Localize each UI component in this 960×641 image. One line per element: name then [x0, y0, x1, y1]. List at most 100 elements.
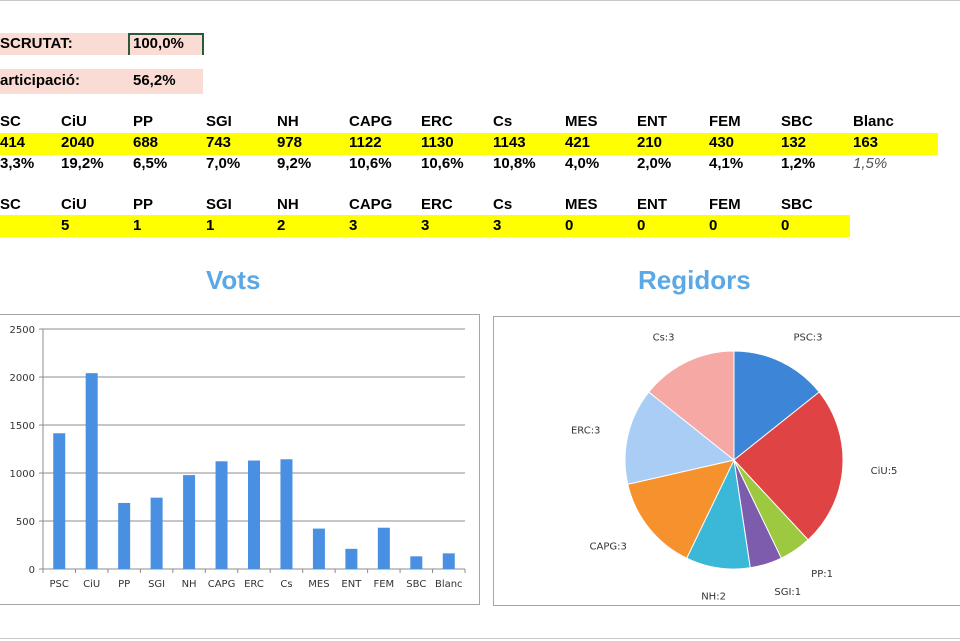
y-tick-label: 2500	[10, 325, 35, 336]
seats-value-cell[interactable]: 3	[493, 217, 502, 234]
vots-chart[interactable]: 0 500 1000 1500 2000 2500 PSC CiU PP SGI NH CAPG ERC…	[0, 314, 480, 605]
seats-header-cell[interactable]: ENT	[637, 196, 667, 213]
votes-header-cell[interactable]: SBC	[781, 113, 813, 130]
votes-percent-cell[interactable]: 1,2%	[781, 155, 816, 172]
votes-percent-cell[interactable]: 10,8%	[493, 155, 536, 172]
escrutat-label: SCRUTAT:	[0, 35, 73, 52]
seats-value-cell[interactable]: 5	[61, 217, 70, 234]
seats-value-cell[interactable]: 3	[349, 217, 358, 234]
seats-header-cell[interactable]: SGI	[206, 196, 232, 213]
votes-value-cell[interactable]: 1143	[493, 134, 526, 151]
votes-value-cell[interactable]: 414	[0, 134, 26, 151]
votes-percent-cell[interactable]: 19,2%	[61, 155, 104, 172]
y-tick-label: 1000	[10, 469, 35, 480]
participacio-label: articipació:	[0, 72, 81, 89]
votes-value-cell[interactable]: 430	[709, 134, 735, 151]
x-tick-label: NH	[182, 579, 197, 590]
seats-value-cell[interactable]: 0	[709, 217, 718, 234]
votes-value-cell[interactable]: 210	[637, 134, 663, 151]
pie-label: Cs:3	[653, 333, 675, 344]
top-border	[0, 0, 960, 1]
bar	[215, 461, 228, 569]
pie-label: CiU:5	[871, 466, 898, 477]
seats-header-cell[interactable]: SBC	[781, 196, 813, 213]
x-tick-label: MES	[308, 579, 329, 590]
pie-slice	[733, 350, 820, 462]
seats-value-cell[interactable]: 1	[206, 217, 215, 234]
votes-value-cell[interactable]: 1130	[421, 134, 454, 151]
bar	[150, 497, 163, 569]
pie-slice	[627, 459, 735, 559]
bar	[183, 475, 196, 569]
votes-header-cell[interactable]: ERC	[421, 113, 453, 130]
y-tick-label: 1500	[10, 421, 35, 432]
votes-value-cell[interactable]: 978	[277, 134, 303, 151]
votes-percent-cell[interactable]: 4,0%	[565, 155, 600, 172]
votes-header-cell[interactable]: Cs	[493, 113, 513, 130]
votes-header-cell[interactable]: Blanc	[853, 113, 894, 130]
seats-value-cell[interactable]: 3	[421, 217, 430, 234]
escrutat-value: 100,0%	[133, 35, 184, 52]
x-tick-label: SBC	[406, 579, 426, 590]
votes-header-cell[interactable]: SGI	[206, 113, 232, 130]
votes-header-cell[interactable]: MES	[565, 113, 598, 130]
votes-value-cell[interactable]: 132	[781, 134, 807, 151]
votes-percent-cell[interactable]: 10,6%	[349, 155, 392, 172]
seats-value-cell[interactable]: 0	[637, 217, 646, 234]
seats-header-cell[interactable]: NH	[277, 196, 299, 213]
votes-value-cell[interactable]: 163	[853, 134, 879, 151]
bar	[248, 460, 260, 569]
pie-label: ERC:3	[571, 426, 600, 437]
votes-header-cell[interactable]: PP	[133, 113, 154, 130]
participacio-value: 56,2%	[133, 72, 176, 89]
votes-percent-cell[interactable]: 10,6%	[421, 155, 464, 172]
votes-percent-cell[interactable]: 3,3%	[0, 155, 35, 172]
x-tick-label: ERC	[244, 579, 264, 590]
bar	[410, 556, 423, 569]
votes-value-cell[interactable]: 743	[206, 134, 232, 151]
votes-header-cell[interactable]: SC	[0, 113, 21, 130]
pie-label: PSC:3	[793, 333, 822, 344]
votes-row-bg	[0, 133, 938, 155]
pie-label: NH:2	[701, 591, 726, 602]
escrutat-row-bg	[0, 33, 203, 55]
votes-value-cell[interactable]: 688	[133, 134, 159, 151]
seats-header-cell[interactable]: ERC	[421, 196, 453, 213]
escrutat-cell[interactable]	[128, 33, 204, 55]
votes-percent-cell[interactable]: 9,2%	[277, 155, 312, 172]
votes-percent-cell[interactable]: 1,5%	[853, 155, 888, 172]
votes-percent-cell[interactable]: 7,0%	[206, 155, 241, 172]
bar	[280, 459, 293, 569]
seats-header-cell[interactable]: CiU	[61, 196, 87, 213]
votes-header-cell[interactable]: NH	[277, 113, 299, 130]
votes-percent-cell[interactable]: 4,1%	[709, 155, 744, 172]
votes-header-cell[interactable]: CAPG	[349, 113, 393, 130]
x-tick-label: PP	[118, 579, 130, 590]
bar	[53, 433, 66, 569]
x-tick-label: Blanc	[435, 579, 463, 590]
votes-percent-cell[interactable]: 2,0%	[637, 155, 672, 172]
bar	[85, 373, 98, 569]
votes-header-cell[interactable]: CiU	[61, 113, 87, 130]
votes-header-cell[interactable]: FEM	[709, 113, 741, 130]
seats-header-cell[interactable]: Cs	[493, 196, 513, 213]
x-tick-label: SGI	[148, 579, 165, 590]
regidors-chart-title: Regidors	[638, 265, 751, 295]
seats-value-cell[interactable]: 2	[277, 217, 286, 234]
votes-percent-cell[interactable]: 6,5%	[133, 155, 168, 172]
seats-value-cell[interactable]: 1	[133, 217, 142, 234]
seats-header-cell[interactable]: SC	[0, 196, 21, 213]
votes-header-cell[interactable]: ENT	[637, 113, 667, 130]
seats-header-cell[interactable]: PP	[133, 196, 154, 213]
seats-header-cell[interactable]: FEM	[709, 196, 741, 213]
bar	[312, 528, 325, 569]
seats-value-cell[interactable]: 0	[565, 217, 574, 234]
seats-value-cell[interactable]: 0	[781, 217, 790, 234]
votes-value-cell[interactable]: 1122	[349, 134, 382, 151]
votes-value-cell[interactable]: 2040	[61, 134, 95, 151]
seats-header-cell[interactable]: MES	[565, 196, 598, 213]
seats-header-cell[interactable]: CAPG	[349, 196, 393, 213]
regidors-chart[interactable]: PSC:3 CiU:5 PP:1 SGI:1 NH:2 CAPG:3 ERC:3 Cs:3	[493, 316, 960, 606]
votes-value-cell[interactable]: 421	[565, 134, 591, 151]
vots-chart-title: Vots	[206, 265, 261, 295]
